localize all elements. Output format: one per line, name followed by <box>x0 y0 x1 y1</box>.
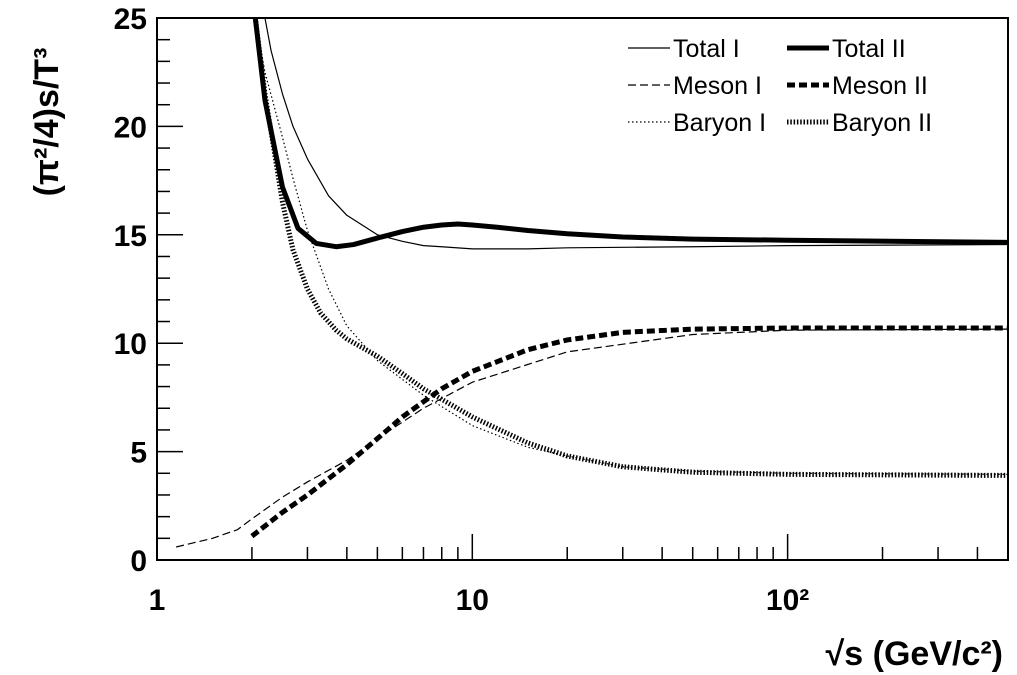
series-line-baryon-i <box>254 18 1008 475</box>
y-tick-label: 20 <box>114 111 147 144</box>
plot-area <box>156 17 1009 561</box>
y-tick-label: 15 <box>114 220 147 253</box>
x-tick-label: 1 <box>149 584 166 617</box>
series-line-total-ii <box>252 18 1008 250</box>
x-tick-label: 10 <box>456 584 489 617</box>
legend-label: Baryon I <box>673 109 766 137</box>
series-line-total-i <box>264 18 1008 250</box>
legend-label: Meson I <box>673 72 762 100</box>
y-axis-ticks <box>157 17 183 561</box>
y-tick-label: 5 <box>130 437 147 470</box>
x-axis-title: √s (GeV/c²) <box>826 635 1003 673</box>
series-layer <box>176 18 1008 548</box>
legend-label: Meson II <box>832 72 928 100</box>
legend-label: Total I <box>673 35 740 63</box>
y-axis-title: (π²/4)s/T³ <box>28 48 66 197</box>
x-tick-label: 10² <box>766 584 809 617</box>
y-tick-label: 0 <box>130 545 147 578</box>
plot-frame <box>156 17 1009 561</box>
y-tick-labels: 0 5 10 15 20 25 <box>114 3 147 578</box>
x-axis-ticks <box>156 534 1009 560</box>
series-line-meson-i <box>176 328 1008 548</box>
series-line-meson-ii <box>250 325 1008 539</box>
legend-label: Total II <box>832 35 906 63</box>
legend: Total I Total II Meson I Meson II Baryon I Ba… <box>628 35 932 137</box>
y-tick-label: 10 <box>114 328 147 361</box>
x-tick-labels: 1 10 10² <box>149 584 810 617</box>
series-line-baryon-ii <box>252 18 1008 478</box>
y-tick-label: 25 <box>114 3 147 36</box>
legend-label: Baryon II <box>832 109 932 137</box>
